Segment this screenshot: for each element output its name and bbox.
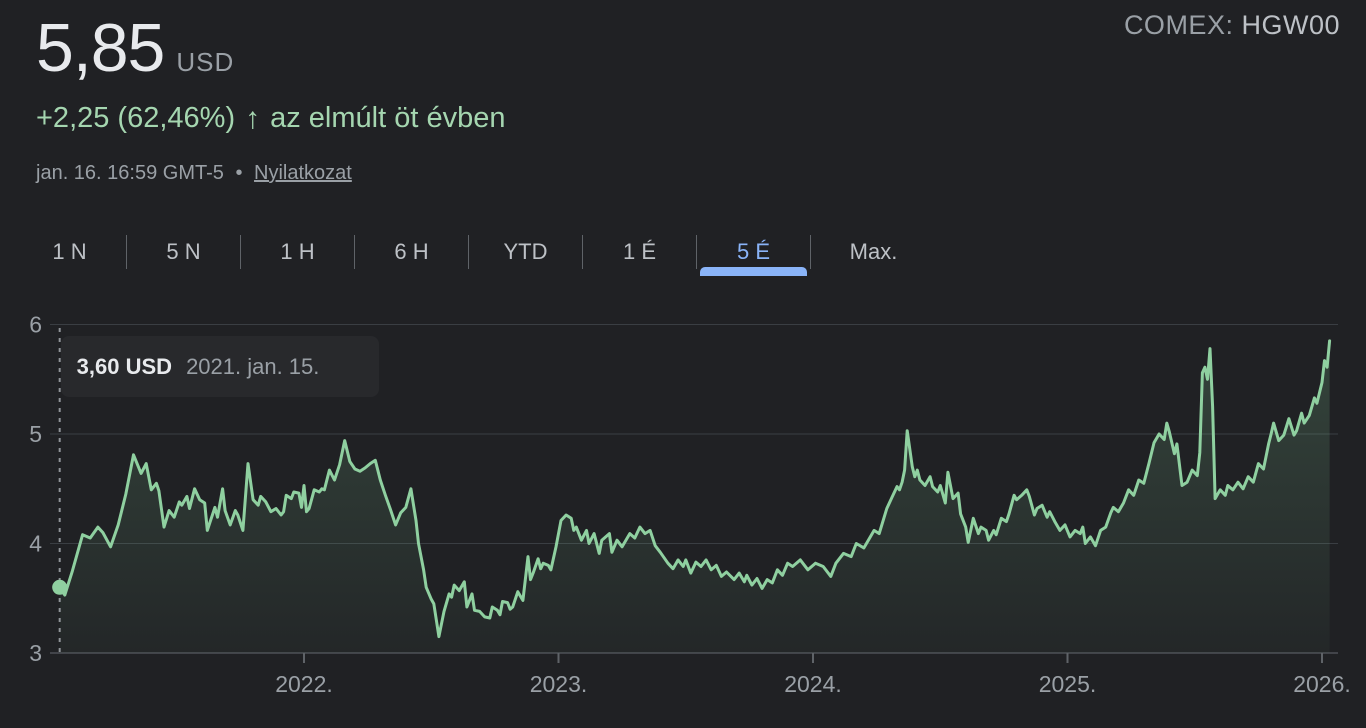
x-axis-label: 2023.	[530, 671, 588, 697]
tooltip-date: 2021. jan. 15.	[186, 353, 320, 379]
x-axis-label: 2022.	[275, 671, 333, 697]
price-row: 5,85 USD	[36, 14, 234, 82]
tab-6m[interactable]: 6 H	[394, 239, 429, 264]
tab-divider	[126, 235, 127, 269]
active-tab-underline	[700, 267, 807, 276]
ticker: COMEX: HGW00	[1124, 10, 1340, 41]
disclaimer-link[interactable]: Nyilatkozat	[254, 162, 352, 184]
meta-row: jan. 16. 16:59 GMT-5 • Nyilatkozat	[36, 162, 352, 185]
tab-divider	[696, 235, 697, 269]
tab-ytd[interactable]: YTD	[503, 239, 548, 264]
cursor-point-marker	[52, 579, 68, 595]
y-axis-label: 5	[29, 421, 42, 447]
tab-1y[interactable]: 1 É	[622, 239, 657, 264]
quote-timestamp: jan. 16. 16:59 GMT-5	[36, 162, 224, 184]
bullet-separator: •	[235, 162, 243, 184]
series-area-fill	[59, 340, 1330, 653]
tab-5y[interactable]: 5 É	[697, 228, 810, 276]
range-tabs: 1 N 5 N 1 H 6 H YTD 1 É 5 É Max.	[13, 228, 936, 276]
tab-max[interactable]: Max.	[849, 239, 898, 264]
price-currency: USD	[176, 47, 235, 77]
change-period: az elmúlt öt évben	[270, 102, 506, 134]
tab-divider	[810, 235, 811, 269]
change-value: +2,25 (62,46%)	[36, 102, 236, 134]
y-axis-label: 6	[29, 312, 42, 338]
tab-divider	[354, 235, 355, 269]
x-axis-label: 2024.	[784, 671, 842, 697]
ticker-exchange: COMEX:	[1123, 10, 1234, 40]
series-line	[58, 339, 1332, 639]
y-axis-label: 3	[29, 640, 42, 666]
tab-divider	[468, 235, 469, 269]
tab-1m[interactable]: 1 H	[280, 239, 315, 264]
x-axis-label: 2026.	[1293, 671, 1351, 697]
tab-1d[interactable]: 1 N	[52, 239, 87, 264]
chart-tooltip: 3,60 USD 2021. jan. 15.	[60, 336, 379, 397]
tab-5d[interactable]: 5 N	[166, 239, 201, 264]
y-axis-label: 4	[29, 531, 42, 557]
price-value: 5,85	[36, 10, 165, 86]
tab-divider	[582, 235, 583, 269]
tab-divider	[240, 235, 241, 269]
tooltip-price: 3,60 USD	[76, 353, 173, 379]
arrow-up-icon: ↑	[245, 101, 261, 135]
change-row: +2,25 (62,46%) ↑ az elmúlt öt évben	[36, 102, 505, 135]
x-axis-label: 2025.	[1039, 671, 1097, 697]
ticker-symbol: HGW00	[1241, 10, 1340, 40]
